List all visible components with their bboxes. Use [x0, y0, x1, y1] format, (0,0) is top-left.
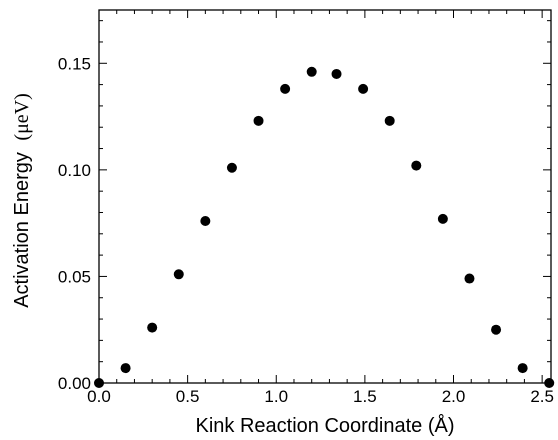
data-point: [94, 378, 104, 388]
minor-ticks: [99, 10, 551, 383]
x-tick-label: 2.5: [530, 387, 554, 406]
x-tick-label: 1.5: [353, 387, 377, 406]
x-tick-label: 1.0: [264, 387, 288, 406]
x-tick-label: 2.0: [442, 387, 466, 406]
y-axis-title: Activation Energy (μeV): [11, 93, 33, 308]
y-tick-label: 0.00: [58, 374, 91, 393]
y-axis-unit: (μeV): [11, 93, 33, 140]
plot-frame-rect: [98, 9, 552, 384]
data-point: [253, 115, 264, 126]
data-point: [437, 213, 448, 224]
data-point: [411, 160, 422, 171]
data-point: [331, 68, 342, 79]
data-point: [226, 162, 237, 173]
data-point: [544, 378, 555, 388]
data-point: [358, 83, 369, 94]
data-point: [306, 66, 317, 77]
y-tick-label: 0.10: [58, 161, 91, 180]
data-point: [464, 273, 475, 284]
data-point: [384, 115, 395, 126]
data-point: [200, 216, 211, 227]
data-point: [491, 324, 502, 335]
major-ticks: [98, 10, 551, 384]
x-tick-label: 0.5: [176, 387, 200, 406]
y-tick-labels: 0.00 0.05 0.10 0.15: [58, 54, 91, 393]
y-tick-label: 0.15: [58, 54, 91, 73]
data-point: [517, 363, 528, 374]
data-point: [147, 322, 158, 333]
data-point: [173, 269, 184, 280]
x-axis-title: Kink Reaction Coordinate (Å): [195, 414, 454, 437]
data-points: [94, 66, 555, 388]
x-tick-labels: 0.0 0.5 1.0 1.5 2.0 2.5: [87, 387, 554, 406]
plot-frame: [98, 9, 552, 384]
y-tick-label: 0.05: [58, 267, 91, 286]
y-axis-title-text: Activation Energy: [11, 152, 33, 308]
data-point: [280, 83, 291, 94]
data-point: [120, 363, 131, 374]
x-tick-label: 0.0: [87, 387, 111, 406]
